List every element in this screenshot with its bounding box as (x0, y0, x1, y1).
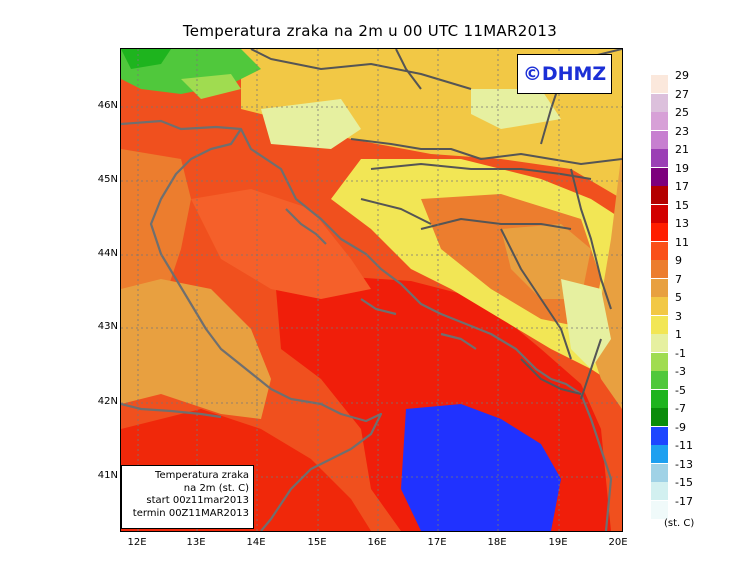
legend-swatch (651, 352, 668, 371)
legend-swatch (651, 167, 668, 186)
legend-swatch (651, 260, 668, 278)
lon-label: 13E (186, 537, 206, 548)
legend-swatch (651, 297, 668, 315)
legend-label: -3 (675, 365, 686, 378)
legend-label: 9 (675, 254, 682, 267)
temperature-field (121, 49, 622, 531)
legend-swatch (651, 408, 668, 426)
legend-label: 7 (675, 272, 682, 286)
legend-swatch (651, 334, 668, 352)
legend-label: -9 (675, 420, 686, 434)
legend-label: 25 (675, 106, 689, 119)
legend-unit: (st. C) (664, 518, 695, 529)
legend-swatch (651, 389, 668, 408)
lat-label: 44N (97, 248, 118, 259)
legend-label: 3 (675, 309, 682, 323)
lon-label: 19E (548, 537, 568, 548)
legend-label: 27 (675, 87, 689, 101)
dhmz-watermark: ©DHMZ (517, 54, 612, 94)
lon-label: 14E (246, 537, 266, 548)
lon-label: 18E (487, 537, 507, 548)
legend-swatch (651, 315, 668, 334)
legend-swatch (651, 463, 668, 482)
legend-label: 11 (675, 235, 689, 249)
legend-label: 29 (675, 69, 689, 82)
info-box: Temperatura zraka na 2m (st. C) start 00… (121, 465, 254, 529)
legend-swatch (651, 93, 668, 112)
legend-label: 19 (675, 161, 689, 175)
lat-label: 46N (97, 100, 118, 111)
legend-swatch (651, 371, 668, 389)
lon-label: 15E (307, 537, 327, 548)
lon-label: 16E (367, 537, 387, 548)
legend-swatch (651, 482, 668, 500)
lon-label: 12E (127, 537, 147, 548)
legend-swatch (651, 186, 668, 204)
temperature-map (120, 48, 623, 532)
legend-label: 1 (675, 328, 682, 341)
legend-label: -1 (675, 346, 686, 360)
lat-label: 42N (97, 396, 118, 407)
map-title: Temperatura zraka na 2m u 00 UTC 11MAR20… (182, 22, 558, 40)
legend-label: -11 (675, 439, 693, 452)
legend-swatch (651, 445, 668, 463)
legend-label: 15 (675, 198, 689, 212)
info-line-1: Temperatura zraka (155, 470, 249, 481)
lon-label: 20E (608, 537, 628, 548)
legend-label: -13 (675, 457, 693, 471)
lat-label: 41N (97, 470, 118, 481)
legend-swatch (651, 426, 668, 445)
legend-label: -5 (675, 383, 686, 397)
legend-label: 17 (675, 180, 689, 193)
legend-swatch (651, 500, 668, 519)
info-line-4: termin 00Z11MAR2013 (132, 507, 249, 519)
legend-swatch (651, 241, 668, 260)
info-line-2: na 2m (st. C) (183, 482, 249, 494)
legend-swatch (651, 204, 668, 223)
legend-label: 5 (675, 291, 682, 304)
legend-swatch (651, 130, 668, 149)
legend-swatch (651, 112, 668, 130)
legend-label: -17 (675, 494, 693, 508)
legend-label: -7 (675, 402, 686, 415)
lon-label: 17E (427, 537, 447, 548)
legend-swatch (651, 278, 668, 297)
legend-swatch (651, 75, 668, 93)
lat-label: 43N (97, 321, 118, 332)
lat-label: 45N (97, 174, 118, 185)
legend-swatch (651, 149, 668, 167)
legend-label: 13 (675, 217, 689, 230)
legend-label: 21 (675, 143, 689, 156)
legend-label: 23 (675, 124, 689, 138)
info-line-3: start 00z11mar2013 (146, 495, 249, 506)
legend-label: -15 (675, 476, 693, 489)
legend-swatch (651, 223, 668, 241)
